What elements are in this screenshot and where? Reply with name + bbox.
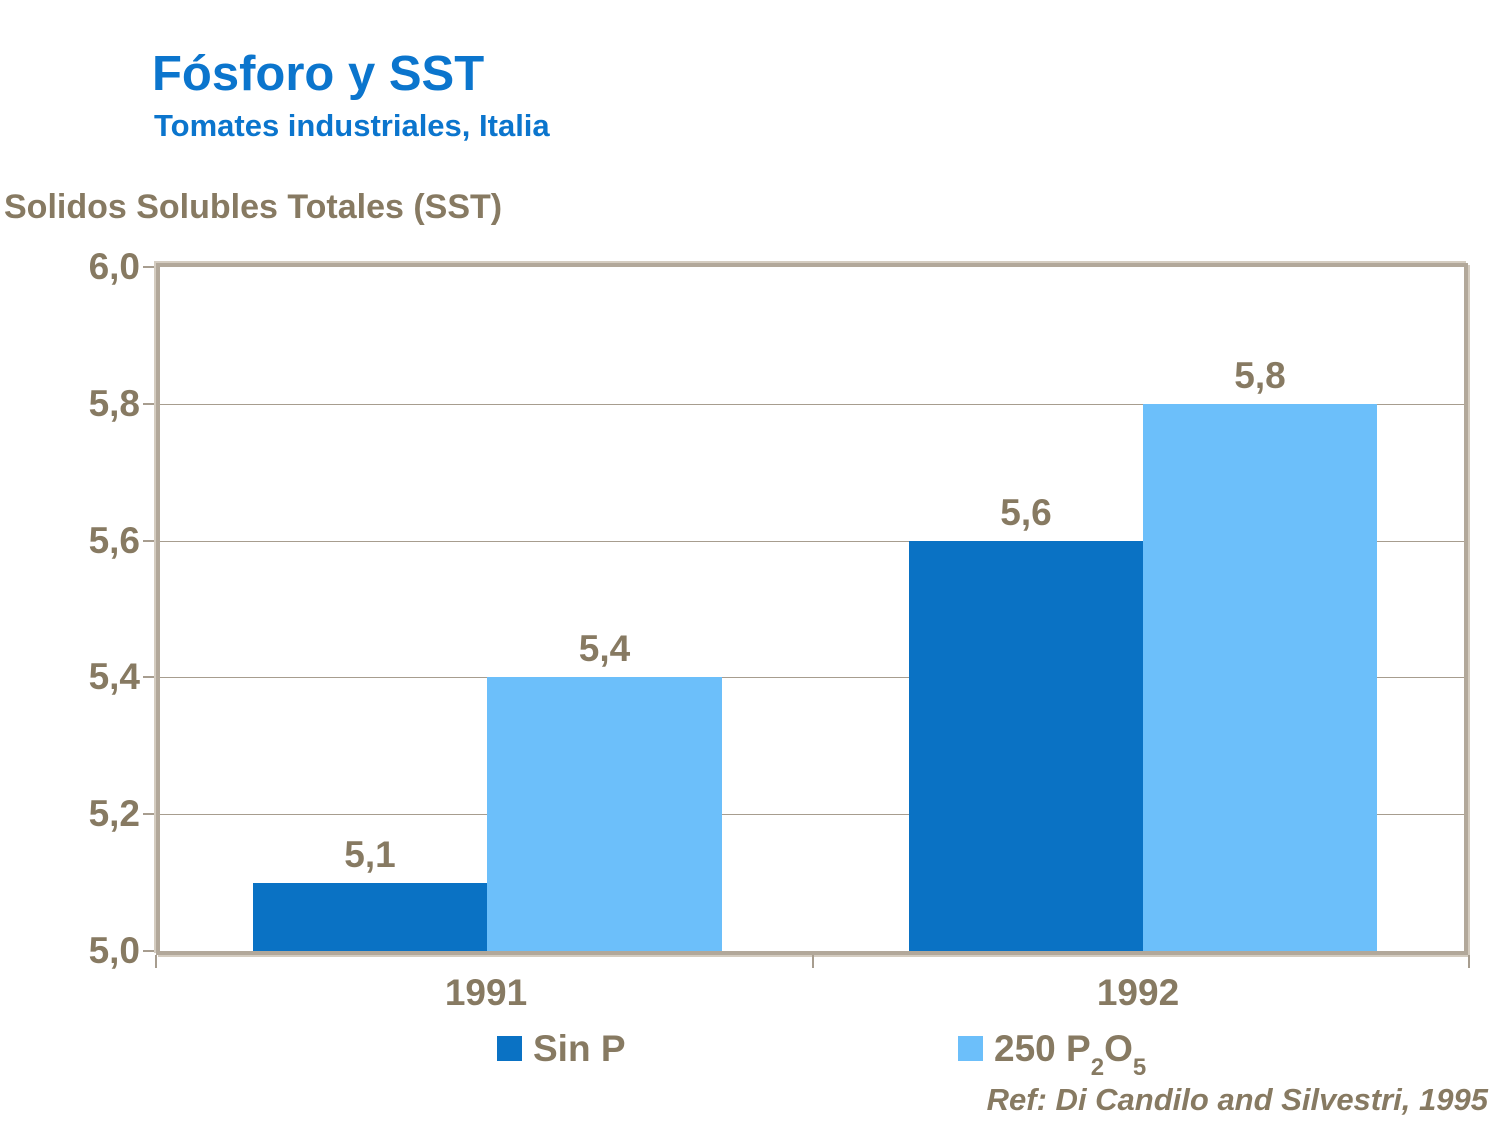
chart-title: Fósforo y SST xyxy=(152,47,485,101)
x-tick-mark xyxy=(1468,955,1470,968)
y-tick-mark xyxy=(143,950,157,952)
y-tick-label-5-4: 5,4 xyxy=(88,656,140,697)
y-tick-mark xyxy=(143,266,157,268)
x-label-1991: 1991 xyxy=(444,972,528,1013)
y-tick-label-5-2: 5,2 xyxy=(88,793,140,834)
bar-group-1991-p2o5: 5,4 xyxy=(487,267,722,951)
x-tick-mark xyxy=(812,955,814,968)
y-tick-label-5-8: 5,8 xyxy=(88,383,140,424)
gridline-5-6 xyxy=(160,540,1464,542)
y-tick-mark xyxy=(143,813,157,815)
gridline-5-2 xyxy=(160,814,1464,816)
plot-area: 5,1 5,4 5,6 5,8 xyxy=(156,263,1468,955)
bar-value-label: 5,6 xyxy=(1000,491,1052,533)
bar-p2o5-1991 xyxy=(487,677,722,951)
bar-sin-p-1991 xyxy=(253,882,487,951)
x-label-1992: 1992 xyxy=(1096,972,1180,1013)
legend-item-sin-p: Sin P xyxy=(497,1030,626,1067)
y-tick-mark xyxy=(143,676,157,678)
bar-group-1992-p2o5: 5,8 xyxy=(1143,267,1377,951)
bar-sin-p-1992 xyxy=(909,540,1143,951)
bar-value-label: 5,4 xyxy=(578,628,631,670)
legend-p2o5-o: O xyxy=(1104,1028,1133,1069)
bar-group-1992-sin-p: 5,6 xyxy=(909,267,1143,951)
reference-text: Ref: Di Candilo and Silvestri, 1995 xyxy=(986,1082,1488,1117)
y-tick-mark xyxy=(143,540,157,542)
legend-label-p2o5: 250 P2O5 xyxy=(994,1028,1146,1080)
x-tick-mark xyxy=(155,955,157,968)
gridline-5-4 xyxy=(160,677,1464,679)
y-tick-mark xyxy=(143,403,157,405)
legend-p2o5-sub5: 5 xyxy=(1132,1054,1147,1082)
y-tick-label-5-0: 5,0 xyxy=(88,930,140,971)
legend-item-p2o5: 250 P2O5 xyxy=(958,1028,1146,1080)
bar-value-label: 5,8 xyxy=(1234,354,1286,396)
y-tick-label-5-6: 5,6 xyxy=(88,520,140,561)
legend-p2o5-text: 250 P xyxy=(994,1028,1091,1069)
legend-label-sin-p: Sin P xyxy=(533,1028,626,1069)
gridline-5-8 xyxy=(160,403,1464,405)
y-axis-title: Solidos Solubles Totales (SST) xyxy=(4,188,503,226)
legend-swatch-sin-p-icon xyxy=(497,1036,522,1061)
y-tick-label-6-0: 6,0 xyxy=(88,246,140,287)
legend-p2o5-sub2: 2 xyxy=(1090,1054,1105,1082)
legend-swatch-p2o5-icon xyxy=(958,1036,983,1061)
chart-subtitle: Tomates industriales, Italia xyxy=(154,108,550,143)
bar-value-label: 5,1 xyxy=(344,833,396,875)
bar-group-1991-sin-p: 5,1 xyxy=(253,267,487,951)
bar-p2o5-1992 xyxy=(1143,403,1377,951)
